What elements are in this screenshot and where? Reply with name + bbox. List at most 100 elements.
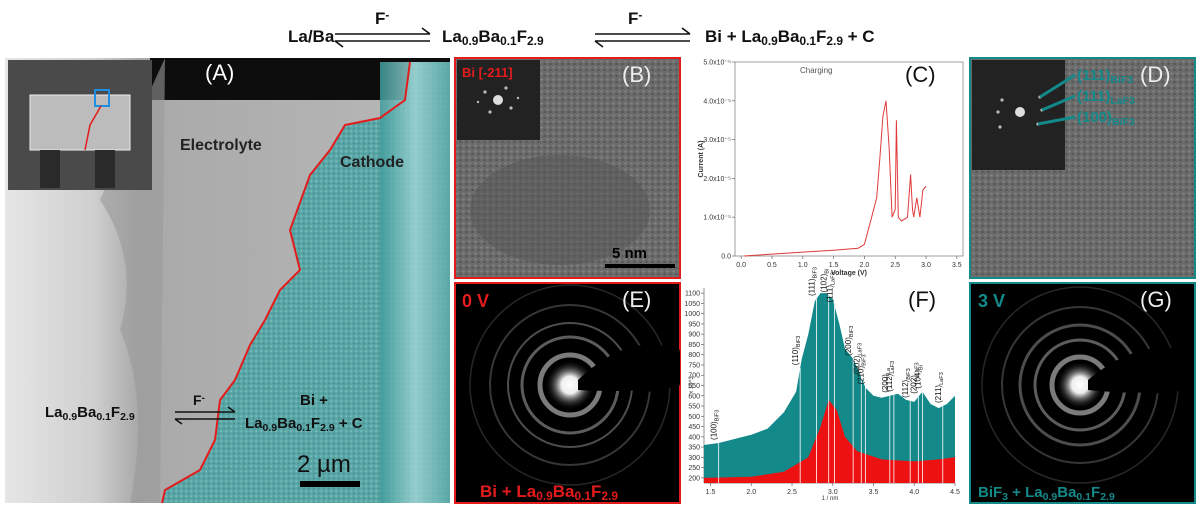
text-run: BiF <box>978 484 1002 501</box>
x-tick-label: 2.0 <box>860 262 870 269</box>
text-run: (111) <box>1077 67 1110 84</box>
text-run: 0.9 <box>1043 491 1058 503</box>
panel-e: 0 V (E) Bi + La0.9Ba0.1F2.9 <box>454 282 681 504</box>
x-tick-label: 3.5 <box>952 262 962 269</box>
text-run: F <box>375 9 385 28</box>
y-tick-label: 1100 <box>685 291 700 298</box>
text-run: LaF3 <box>857 343 863 356</box>
y-tick-label: 350 <box>688 445 700 452</box>
data-area <box>704 399 955 483</box>
text-run: 2.9 <box>1100 491 1115 503</box>
text-run: BiF3 <box>1110 74 1133 86</box>
x-tick-label: 2.0 <box>746 489 756 496</box>
peak-label: (200)BiF3 <box>844 326 855 356</box>
text-run: 0.1 <box>574 489 591 503</box>
spot-pointer <box>1037 73 1076 126</box>
y-axis-label: Current (A) <box>698 141 705 178</box>
y-tick-label: 950 <box>688 321 700 328</box>
text-run: LaF3 <box>914 362 920 375</box>
y-tick-label: 650 <box>688 383 700 390</box>
text-run: BiF3 <box>796 336 802 348</box>
text-run: (111) <box>807 278 816 296</box>
y-tick-label: 0.0 <box>721 254 731 261</box>
peak-label: (102)Bi <box>820 269 831 293</box>
text-run: BiF3 <box>906 368 912 380</box>
panel-f: (F) 1 / nm x 10^3 1.5 2.0 2.5 3.0 3.5 4.0 4.5 2… <box>684 267 960 502</box>
equation-middle: La0.9Ba0.1F2.9 <box>442 27 544 48</box>
peak-label: (211)LaF3 <box>934 372 945 403</box>
text-run: Ba <box>277 415 297 432</box>
phase-label: Bi + La0.9Ba0.1F2.9 <box>480 482 618 503</box>
x-tick-label: 3.0 <box>828 489 838 496</box>
cathode-column <box>380 62 450 503</box>
text-run: (111) <box>1077 88 1110 105</box>
equation: La/Ba F- La0.9Ba0.1F2.9 F- Bi + La0.9Ba0… <box>288 8 875 48</box>
y-tick-label: 3.0x10⁻⁵ <box>703 137 731 144</box>
text-run: La/Ba <box>288 27 335 46</box>
x-tick-label: 2.5 <box>890 262 900 269</box>
central-beam <box>545 360 595 410</box>
central-beam <box>1056 361 1104 409</box>
text-run: (111) <box>825 285 834 303</box>
voltage-label: 3 V <box>978 291 1005 311</box>
y-tick-label: 400 <box>688 434 700 441</box>
text-run: 0.1 <box>296 422 311 434</box>
y-tick-label: 800 <box>688 352 700 359</box>
panel-c: (C) Charging Voltage (V) Current (A) 0.0… <box>698 60 964 277</box>
text-run: LaF3 <box>830 272 836 285</box>
peak-label: (104)Bi <box>913 365 924 389</box>
peak-label: (111)LaF3 <box>825 272 836 302</box>
x-axis-label: 1 / nm <box>822 496 839 502</box>
scale-bar-label: 2 µm <box>297 451 351 478</box>
chart-title: Charging <box>800 66 832 75</box>
text-run: F <box>517 27 527 46</box>
beam-stop <box>578 344 680 392</box>
voltage-label: 0 V <box>462 291 489 311</box>
text-run: F <box>193 392 202 408</box>
text-run: Ba <box>77 404 97 421</box>
y-tick-label: 200 <box>688 475 700 482</box>
x-tick-label: 0.0 <box>736 262 746 269</box>
equation-right: Bi + La0.9Ba0.1F2.9 + C <box>705 27 875 48</box>
fft-spots <box>476 86 520 114</box>
text-run: + La <box>1008 484 1043 501</box>
product-label: Bi + <box>300 392 328 409</box>
text-run: BiF3 <box>1112 116 1135 128</box>
x-axis-label: Voltage (V) <box>831 270 867 277</box>
text-run: 0.1 <box>799 34 816 48</box>
panel-label: (D) <box>1140 62 1171 87</box>
image-region <box>470 155 650 265</box>
x-tick-label: 1.5 <box>829 262 839 269</box>
equation-left: La/Ba <box>288 27 335 46</box>
text-run: 2.9 <box>527 34 544 48</box>
peak-label: (002)LaF3 <box>852 343 863 374</box>
y-tick-label: 550 <box>688 404 700 411</box>
text-run: Ba <box>778 27 800 46</box>
text-run: La <box>442 27 462 46</box>
text-run: F <box>591 482 601 501</box>
panel-label: (F) <box>908 287 936 312</box>
text-run: La <box>885 367 891 374</box>
text-run: 0.1 <box>1076 491 1091 503</box>
phase-label: BiF3 + La0.9Ba0.1F2.9 <box>978 484 1115 503</box>
text-run: (200) <box>844 337 853 356</box>
scale-bar-label: 5 nm <box>612 245 647 262</box>
region-label: Electrolyte <box>180 137 262 154</box>
panel-label: (C) <box>905 62 936 87</box>
text-run: - <box>385 8 389 22</box>
text-run: Bi + <box>300 392 328 409</box>
peak-label: (110)BiF3 <box>791 336 802 366</box>
text-run: (200) <box>881 374 890 393</box>
text-run: (100) <box>1077 109 1112 126</box>
inset-image <box>8 60 152 190</box>
x-tick-label: 0.5 <box>767 262 777 269</box>
text-run: F <box>311 415 320 432</box>
text-run: (110) <box>791 347 800 365</box>
text-run: F <box>816 27 826 46</box>
arrow-label: F- <box>628 8 642 28</box>
y-tick-label: 1050 <box>684 301 700 308</box>
peak-label: (202)LaF3 <box>909 362 920 393</box>
text-run: LaF3 <box>889 361 895 374</box>
text-run: BiF3 <box>812 267 818 279</box>
y-tick-label: 5.0x10⁻⁵ <box>703 60 731 67</box>
